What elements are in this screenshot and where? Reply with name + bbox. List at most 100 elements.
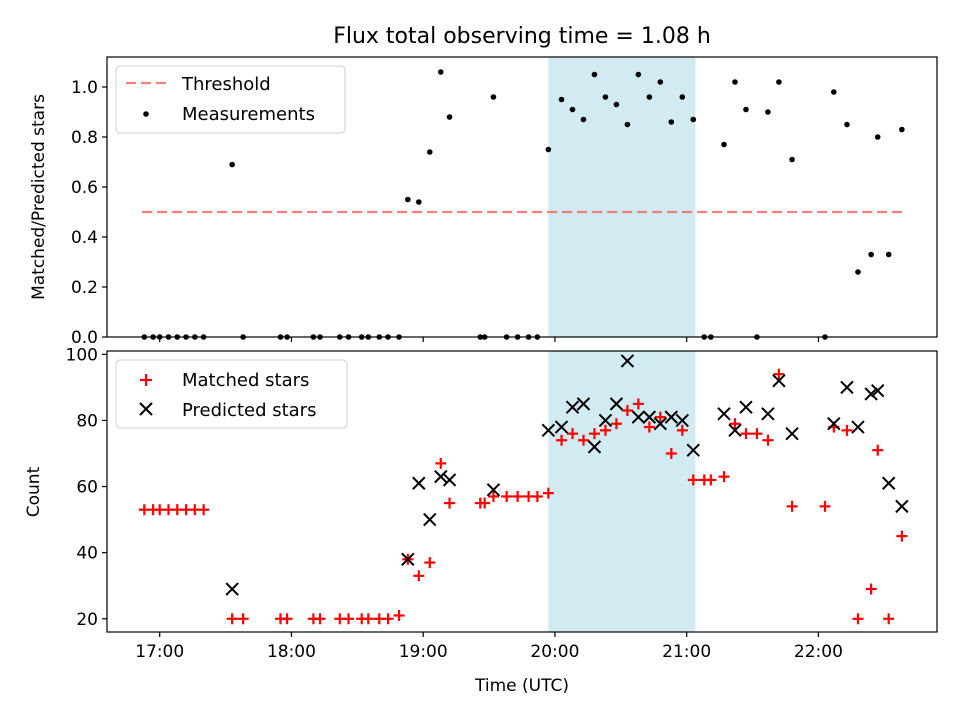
measurement-point (613, 101, 620, 108)
predicted-star-point (827, 417, 841, 431)
predicted-star-point (675, 413, 689, 428)
legend-matched-swatch (140, 374, 152, 386)
matched-star-point (621, 405, 633, 417)
measurement-point (668, 119, 675, 125)
top-y-tick-label: 1.0 (71, 78, 98, 98)
matched-star-point (865, 583, 877, 595)
predicted-star-point (434, 469, 448, 484)
bottom-y-tick-label: 20 (76, 610, 98, 630)
predicted-star-point (541, 423, 556, 438)
measurement-point (885, 251, 892, 258)
predicted-star-point (895, 499, 909, 514)
predicted-star-point (653, 417, 668, 431)
matched-star-point (751, 428, 763, 440)
x-tick-label: 21:00 (662, 642, 711, 662)
measurement-point (844, 121, 850, 128)
matched-star-point (896, 530, 908, 542)
predicted-star-point (598, 413, 613, 428)
top-plot-frame (106, 56, 938, 338)
top-panel: 0.0 0.2 0.4 0.6 0.8 1.0 Matched/Predicted sta… (29, 56, 938, 348)
matched-star-point (281, 613, 293, 625)
bottom-y-tick-label: 40 (76, 544, 98, 564)
matched-star-point (512, 490, 524, 502)
legend-predicted-swatch (139, 402, 153, 416)
predicted-star-point (772, 374, 786, 388)
legend-predicted-label: Predicted stars (182, 400, 316, 421)
predicted-star-point (761, 407, 775, 421)
measurement-point (830, 89, 837, 95)
top-legend: Threshold Measurements (115, 65, 346, 134)
matched-star-point (599, 424, 611, 436)
predicted-star-point (785, 426, 799, 441)
measurement-point (558, 96, 565, 103)
predicted-star-point (576, 397, 591, 411)
measurement-point (743, 106, 749, 113)
x-axis-label: Time (UTC) (474, 676, 569, 696)
x-tick-label: 19:00 (399, 642, 448, 662)
measurement-point (580, 116, 587, 123)
matched-star-point (687, 474, 699, 486)
x-tick-label: 17:00 (135, 642, 184, 662)
measurement-point (635, 71, 642, 78)
measurement-point (732, 79, 738, 85)
predicted-star-point (871, 383, 885, 398)
x-tick-label: 22:00 (794, 642, 843, 662)
bottom-plot-frame (106, 350, 938, 633)
measurement-point (602, 94, 609, 100)
x-tick-label: 20:00 (530, 642, 579, 662)
predicted-star-point (412, 476, 426, 490)
measurement-point (690, 116, 697, 123)
measurement-point (446, 114, 453, 120)
matched-star-point (705, 474, 717, 486)
legend-measurements-label: Measurements (182, 104, 315, 125)
matched-star-point (424, 557, 436, 569)
predicted-star-point (642, 410, 657, 424)
measurement-point (426, 149, 433, 155)
predicted-star-point (728, 423, 742, 438)
measurement-point (789, 156, 795, 163)
predicted-star-point (851, 420, 865, 434)
predicted-star-point (664, 410, 679, 424)
matched-star-point (393, 609, 405, 621)
bottom-y-tick-label: 100 (66, 345, 98, 365)
measurement-point (868, 251, 874, 258)
matched-star-point (413, 570, 425, 582)
legend-matched-label: Matched stars (182, 370, 309, 391)
predicted-star-point (609, 397, 624, 411)
measurement-point (569, 106, 576, 113)
top-y-tick-label: 0.0 (71, 328, 98, 348)
predicted-star-point (620, 354, 635, 368)
matched-star-point (588, 428, 600, 440)
top-y-tick-label: 0.8 (71, 128, 98, 148)
measurement-point (657, 79, 664, 85)
predicted-star-point (486, 483, 501, 497)
bottom-panel: 20 40 60 80 100 17:00 18:00 19:00 20:00 21:00 22:… (24, 345, 938, 696)
matched-star-point (718, 471, 730, 483)
top-shaded-span (548, 57, 696, 337)
measurement-point (899, 126, 905, 133)
matched-star-point (237, 613, 249, 625)
measurement-point (646, 94, 653, 100)
matched-star-point (740, 428, 752, 440)
matched-star-point (226, 613, 238, 625)
matched-star-point (665, 447, 677, 459)
top-y-tick-label: 0.4 (71, 228, 98, 248)
predicted-star-point (442, 473, 457, 487)
matched-star-point (556, 434, 568, 446)
matched-star-point (577, 434, 589, 446)
legend-threshold-label: Threshold (181, 74, 271, 95)
x-tick-label: 18:00 (267, 642, 316, 662)
predicted-star-point (423, 512, 437, 527)
top-y-tick-label: 0.2 (71, 278, 98, 298)
matched-star-point (841, 424, 853, 436)
bottom-legend: Matched stars Predicted stars (115, 359, 348, 429)
predicted-star-point (587, 440, 602, 454)
matched-star-point (531, 490, 543, 502)
bottom-y-tick-label: 80 (76, 411, 98, 431)
measurement-point (765, 109, 771, 115)
matched-star-point (786, 500, 798, 512)
matched-star-point (444, 497, 456, 509)
top-y-tick-label: 0.6 (71, 178, 98, 198)
matched-star-point (883, 613, 895, 625)
measurement-point (776, 79, 782, 85)
